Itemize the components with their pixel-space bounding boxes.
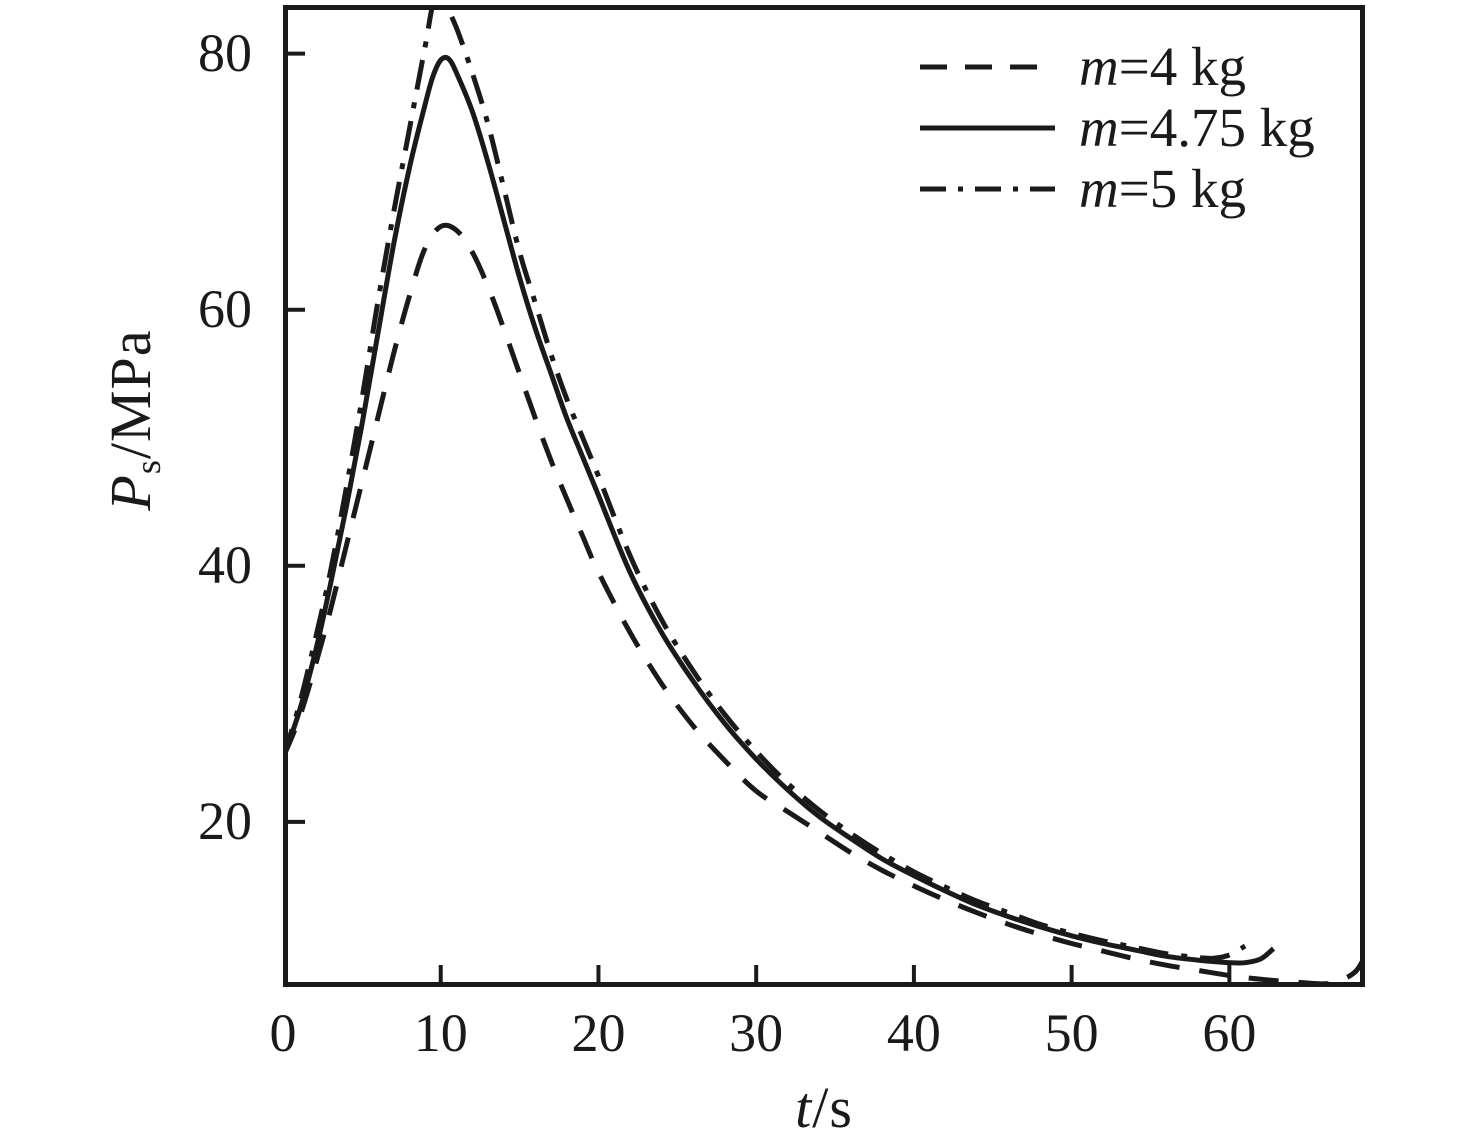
x-axis-unit: /s	[812, 1075, 853, 1140]
y-axis-symbol: P	[97, 474, 163, 511]
legend-item-m475: m=4.75 kg	[920, 97, 1315, 158]
legend-dashdot-line-sample	[920, 186, 1055, 191]
legend-dashed-line-sample	[920, 64, 1055, 69]
legend: m=4 kg m=4.75 kg m=5 kg	[920, 36, 1315, 219]
legend-label-var: m	[1079, 36, 1119, 97]
x-tick-label-10: 10	[413, 1003, 468, 1063]
legend-label-var: m	[1079, 158, 1119, 219]
legend-item-m5: m=5 kg	[920, 158, 1315, 219]
x-tick-label-30: 30	[729, 1003, 784, 1063]
legend-label-var: m	[1079, 97, 1119, 158]
legend-label-rest: =5 kg	[1118, 158, 1247, 219]
y-tick-label-40: 40	[198, 534, 252, 595]
y-axis-unit: /MPa	[97, 329, 163, 460]
x-tick-label-50: 50	[1044, 1003, 1099, 1063]
legend-label-m4: m=4 kg	[1079, 35, 1246, 98]
x-tick-label-20: 20	[571, 1003, 626, 1063]
y-tick-label-20: 20	[198, 790, 252, 851]
x-tick-label-40: 40	[886, 1003, 941, 1063]
x-axis-symbol: t	[795, 1075, 813, 1140]
y-tick-label-80: 80	[198, 22, 252, 83]
y-axis-subscript: s	[128, 459, 169, 475]
y-tick-label-60: 60	[198, 278, 252, 339]
x-tick-label-0: 0	[269, 1003, 297, 1063]
x-tick-label-60: 60	[1202, 1003, 1257, 1063]
legend-label-rest: =4.75 kg	[1118, 97, 1315, 158]
x-axis-title: t/s	[795, 1074, 853, 1141]
y-axis-title: Ps/MPa	[97, 329, 169, 510]
legend-item-m4: m=4 kg	[920, 36, 1315, 97]
legend-solid-line-sample	[920, 125, 1055, 130]
legend-label-m475: m=4.75 kg	[1079, 96, 1315, 159]
legend-label-m5: m=5 kg	[1079, 157, 1246, 220]
legend-label-rest: =4 kg	[1118, 36, 1247, 97]
